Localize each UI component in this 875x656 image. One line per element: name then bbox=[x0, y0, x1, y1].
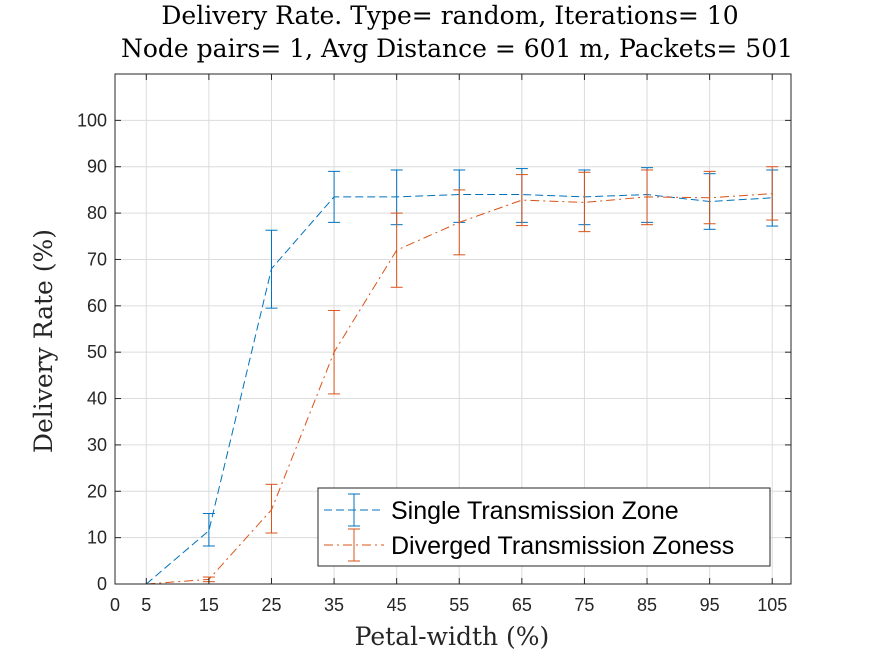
error-bar bbox=[766, 166, 779, 221]
y-tick-label: 70 bbox=[87, 249, 107, 269]
x-tick-label: 105 bbox=[757, 595, 787, 615]
error-bar bbox=[202, 513, 215, 547]
y-tick-label: 40 bbox=[87, 389, 107, 409]
y-tick-label: 50 bbox=[87, 342, 107, 362]
legend-label: Diverged Transmission Zoness bbox=[391, 532, 734, 560]
error-bar bbox=[328, 170, 341, 223]
error-bar bbox=[328, 309, 341, 395]
y-tick-label: 100 bbox=[77, 110, 107, 130]
error-bar bbox=[641, 169, 654, 226]
error-bar bbox=[703, 170, 716, 225]
x-tick-label: 5 bbox=[141, 595, 151, 615]
y-tick-label: 10 bbox=[87, 528, 107, 548]
legend[interactable]: Single Transmission Zone Diverged Transmi… bbox=[317, 487, 771, 567]
x-tick-label: 55 bbox=[449, 595, 469, 615]
x-tick-label: 85 bbox=[637, 595, 657, 615]
error-bar bbox=[265, 229, 278, 309]
chart-title-line-1: Delivery Rate. Type= random, Iterations=… bbox=[161, 1, 738, 30]
x-tick-label: 65 bbox=[512, 595, 532, 615]
x-axis-label: Petal-width (%) bbox=[355, 622, 550, 651]
x-tick-label: 75 bbox=[574, 595, 594, 615]
axes-box bbox=[114, 73, 792, 585]
legend-label: Single Transmission Zone bbox=[391, 497, 679, 525]
x-tick-label: 15 bbox=[199, 595, 219, 615]
x-tick-label: 45 bbox=[387, 595, 407, 615]
y-tick-label: 60 bbox=[87, 296, 107, 316]
y-axis-ticks: 0 10 20 30 40 50 60 70 80 90 100 bbox=[77, 110, 791, 594]
legend-entry-2[interactable]: Diverged Transmission Zoness bbox=[324, 528, 734, 562]
y-tick-label: 30 bbox=[87, 435, 107, 455]
error-bar bbox=[578, 171, 591, 233]
x-tick-label: 25 bbox=[261, 595, 281, 615]
legend-entries: Single Transmission Zone Diverged Transmi… bbox=[324, 493, 734, 562]
x-tick-label: 0 bbox=[110, 595, 120, 615]
error-bar bbox=[265, 483, 278, 534]
y-tick-label: 80 bbox=[87, 203, 107, 223]
series-layer bbox=[140, 166, 779, 585]
x-tick-label: 95 bbox=[700, 595, 720, 615]
chart-title-line-2: Node pairs= 1, Avg Distance = 601 m, Pac… bbox=[121, 34, 793, 63]
y-axis-label: Delivery Rate (%) bbox=[29, 229, 58, 453]
error-bar bbox=[453, 189, 466, 256]
error-bar bbox=[390, 212, 403, 288]
y-tick-label: 0 bbox=[97, 574, 107, 594]
legend-entry-1[interactable]: Single Transmission Zone bbox=[324, 493, 679, 527]
y-tick-label: 20 bbox=[87, 481, 107, 501]
x-axis-ticks: 0 5 15 25 35 45 55 65 75 85 95 105 bbox=[110, 74, 787, 615]
legend-box bbox=[317, 487, 771, 567]
x-tick-label: 35 bbox=[324, 595, 344, 615]
y-tick-label: 90 bbox=[87, 157, 107, 177]
error-bar bbox=[515, 174, 528, 227]
